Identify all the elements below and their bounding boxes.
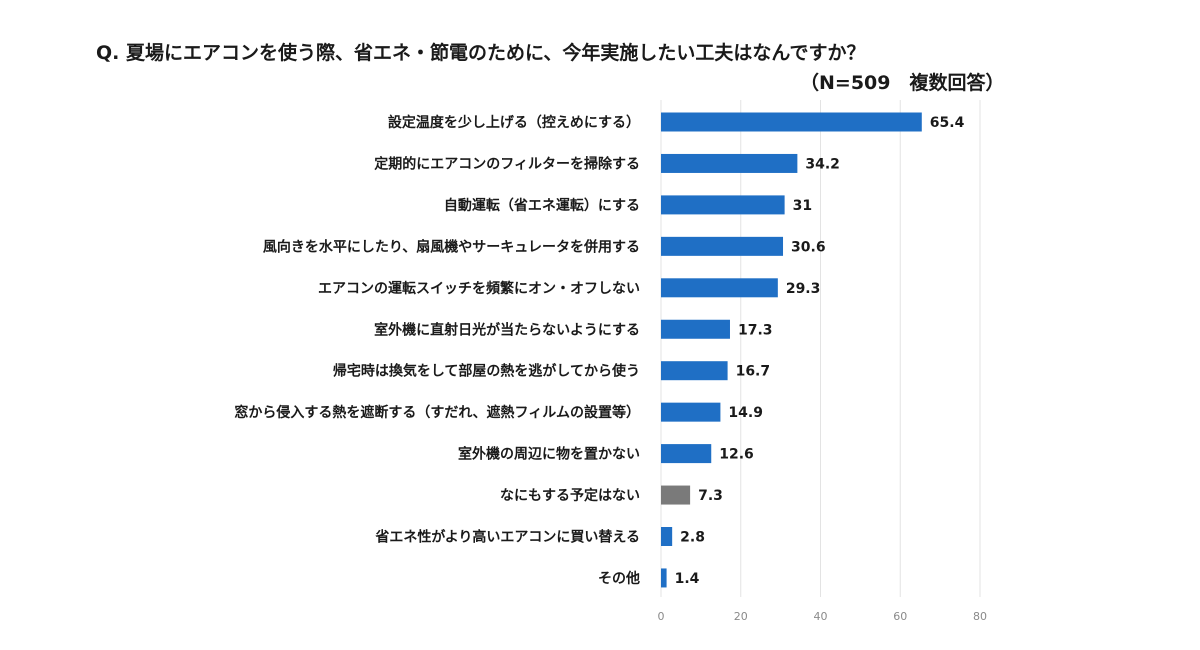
- bar: [661, 319, 730, 339]
- data-label: 16.7: [736, 364, 771, 380]
- data-label: 34.2: [805, 156, 840, 172]
- data-label: 2.8: [680, 530, 705, 546]
- x-tick-label: 20: [734, 610, 748, 623]
- category-label: 窓から侵入する熱を遮断する（すだれ、遮熱フィルムの設置等）: [234, 404, 640, 421]
- bar: [661, 361, 728, 381]
- category-label: エアコンの運転スイッチを頻繁にオン・オフしない: [318, 280, 640, 297]
- category-label: 自動運転（省エネ運転）にする: [444, 197, 640, 214]
- category-label: 省エネ性がより高いエアコンに買い替える: [374, 529, 640, 546]
- chart-title: Q. 夏場にエアコンを使う際、省エネ・節電のために、今年実施したい工夫はなんです…: [96, 42, 866, 64]
- bar: [661, 236, 784, 256]
- data-label: 30.6: [791, 239, 826, 255]
- category-label: 室外機の周辺に物を置かない: [458, 446, 640, 463]
- bar: [661, 568, 667, 588]
- data-label: 1.4: [675, 571, 700, 587]
- category-label: その他: [598, 570, 640, 587]
- category-label: 風向きを水平にしたり、扇風機やサーキュレータを併用する: [263, 238, 640, 255]
- category-label: 室外機に直射日光が当たらないようにする: [374, 321, 640, 338]
- chart-subtitle: （N=509 複数回答）: [800, 72, 1005, 94]
- bar: [661, 402, 721, 422]
- data-label: 7.3: [698, 488, 723, 504]
- category-label: 設定温度を少し上げる（控えめにする）: [388, 114, 640, 131]
- data-label: 31: [793, 198, 812, 214]
- bar: [661, 444, 712, 464]
- category-label: なにもする予定はない: [500, 487, 640, 504]
- x-tick-label: 80: [973, 610, 987, 623]
- category-label: 定期的にエアコンのフィルターを掃除する: [374, 155, 640, 172]
- bar: [661, 485, 691, 505]
- bar: [661, 527, 673, 546]
- x-tick-label: 60: [893, 610, 907, 623]
- x-tick-label: 40: [814, 610, 828, 623]
- x-tick-label: 0: [658, 610, 665, 623]
- bar: [661, 112, 922, 132]
- bar: [661, 195, 785, 215]
- bar: [661, 278, 778, 298]
- bar: [661, 153, 798, 173]
- data-label: 14.9: [728, 405, 763, 421]
- category-label: 帰宅時は換気をして部屋の熱を逃がしてから使う: [333, 363, 640, 380]
- data-label: 29.3: [786, 281, 821, 297]
- data-label: 12.6: [719, 447, 754, 463]
- data-label: 65.4: [930, 115, 965, 131]
- data-label: 17.3: [738, 322, 773, 338]
